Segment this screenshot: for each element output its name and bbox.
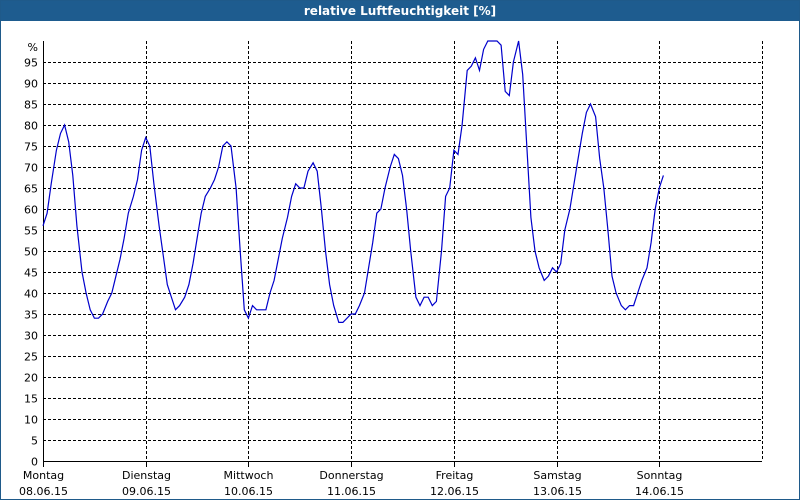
x-tick-date-label: 10.06.15 [224, 485, 273, 498]
x-axis-tick-labels: Montag 08.06.15 Dienstag 09.06.15 Mittwoch 10… [19, 469, 684, 498]
chart-title: relative Luftfeuchtigkeit [%] [1, 1, 799, 21]
x-tick-day-label: Montag [23, 469, 64, 482]
grid-lines [43, 41, 763, 461]
y-tick-label: 70 [24, 162, 38, 175]
x-tick-date-label: 12.06.15 [430, 485, 479, 498]
y-tick-label: 35 [24, 309, 38, 322]
y-tick-label: 50 [24, 246, 38, 259]
y-axis-tick-labels: 0 5 10 15 20 25 30 35 40 45 50 55 60 65 70 75 80 85 90 95% [24, 41, 38, 469]
y-tick-label: 85 [24, 99, 38, 112]
x-tick-day-label: Sonntag [637, 469, 683, 482]
y-tick-label: 65 [24, 183, 38, 196]
y-tick-label: 75 [24, 141, 38, 154]
x-tick-date-label: 09.06.15 [122, 485, 171, 498]
y-tick-label: 40 [24, 288, 38, 301]
x-tick-date-label: 13.06.15 [533, 485, 582, 498]
y-tick-label: 25 [24, 351, 38, 364]
x-tick-date-label: 08.06.15 [19, 485, 68, 498]
x-tick-day-label: Donnerstag [319, 469, 383, 482]
humidity-series-line [42, 40, 664, 323]
x-tick-date-label: 14.06.15 [635, 485, 684, 498]
y-tick-label: 55 [24, 225, 38, 238]
y-tick-label: 60 [24, 204, 38, 217]
y-axis-unit-label: % [28, 41, 38, 54]
y-tick-label: 90 [24, 78, 38, 91]
y-tick-label: 10 [24, 414, 38, 427]
y-tick-label: 15 [24, 393, 38, 406]
y-tick-label: 30 [24, 330, 38, 343]
x-tick-day-label: Freitag [436, 469, 474, 482]
x-tick-day-label: Dienstag [122, 469, 171, 482]
y-tick-label: 20 [24, 372, 38, 385]
x-tick-day-label: Samstag [533, 469, 581, 482]
y-tick-label: 0 [31, 456, 38, 469]
x-tick-day-label: Mittwoch [224, 469, 274, 482]
y-tick-label: 5 [31, 435, 38, 448]
y-tick-label: 95 [24, 57, 38, 70]
axes [43, 41, 762, 467]
y-tick-label: 80 [24, 120, 38, 133]
x-tick-date-label: 11.06.15 [327, 485, 376, 498]
y-tick-label: 45 [24, 267, 38, 280]
